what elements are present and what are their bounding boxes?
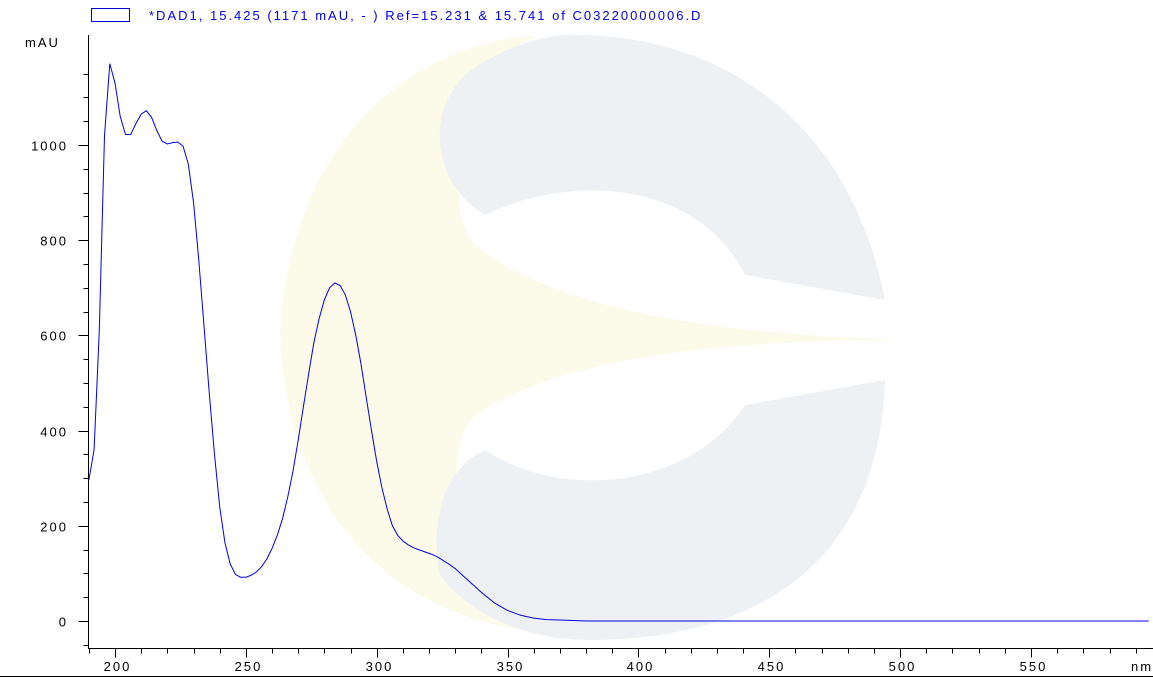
watermark-logo xyxy=(280,34,910,640)
legend-swatch xyxy=(91,8,130,22)
x-tick-label: 200 xyxy=(104,659,132,674)
y-tick-label: 0 xyxy=(59,615,68,630)
y-tick-label: 200 xyxy=(40,520,68,535)
x-axis-unit-label: nm xyxy=(1131,659,1153,674)
x-tick-label: 250 xyxy=(235,659,263,674)
y-tick-label: 600 xyxy=(40,329,68,344)
y-tick-label: 400 xyxy=(40,425,68,440)
x-tick-label: 500 xyxy=(889,659,917,674)
y-tick-label: 1000 xyxy=(31,139,68,154)
x-tick-label: 350 xyxy=(497,659,525,674)
x-tick-label: 550 xyxy=(1020,659,1048,674)
y-axis-unit-label: mAU xyxy=(25,35,60,50)
x-tick-label: 300 xyxy=(366,659,394,674)
y-minor-ticks xyxy=(83,74,89,646)
spectrum-line xyxy=(88,63,1149,622)
y-ticks: 0 200 400 600 800 1000 xyxy=(31,139,89,630)
legend-label: *DAD1, 15.425 (1171 mAU, - ) Ref=15.231 … xyxy=(149,8,702,23)
x-ticks: 200 250 300 350 400 450 500 550 xyxy=(104,648,1048,674)
y-tick-label: 800 xyxy=(40,234,68,249)
x-tick-label: 400 xyxy=(627,659,655,674)
x-tick-label: 450 xyxy=(758,659,786,674)
